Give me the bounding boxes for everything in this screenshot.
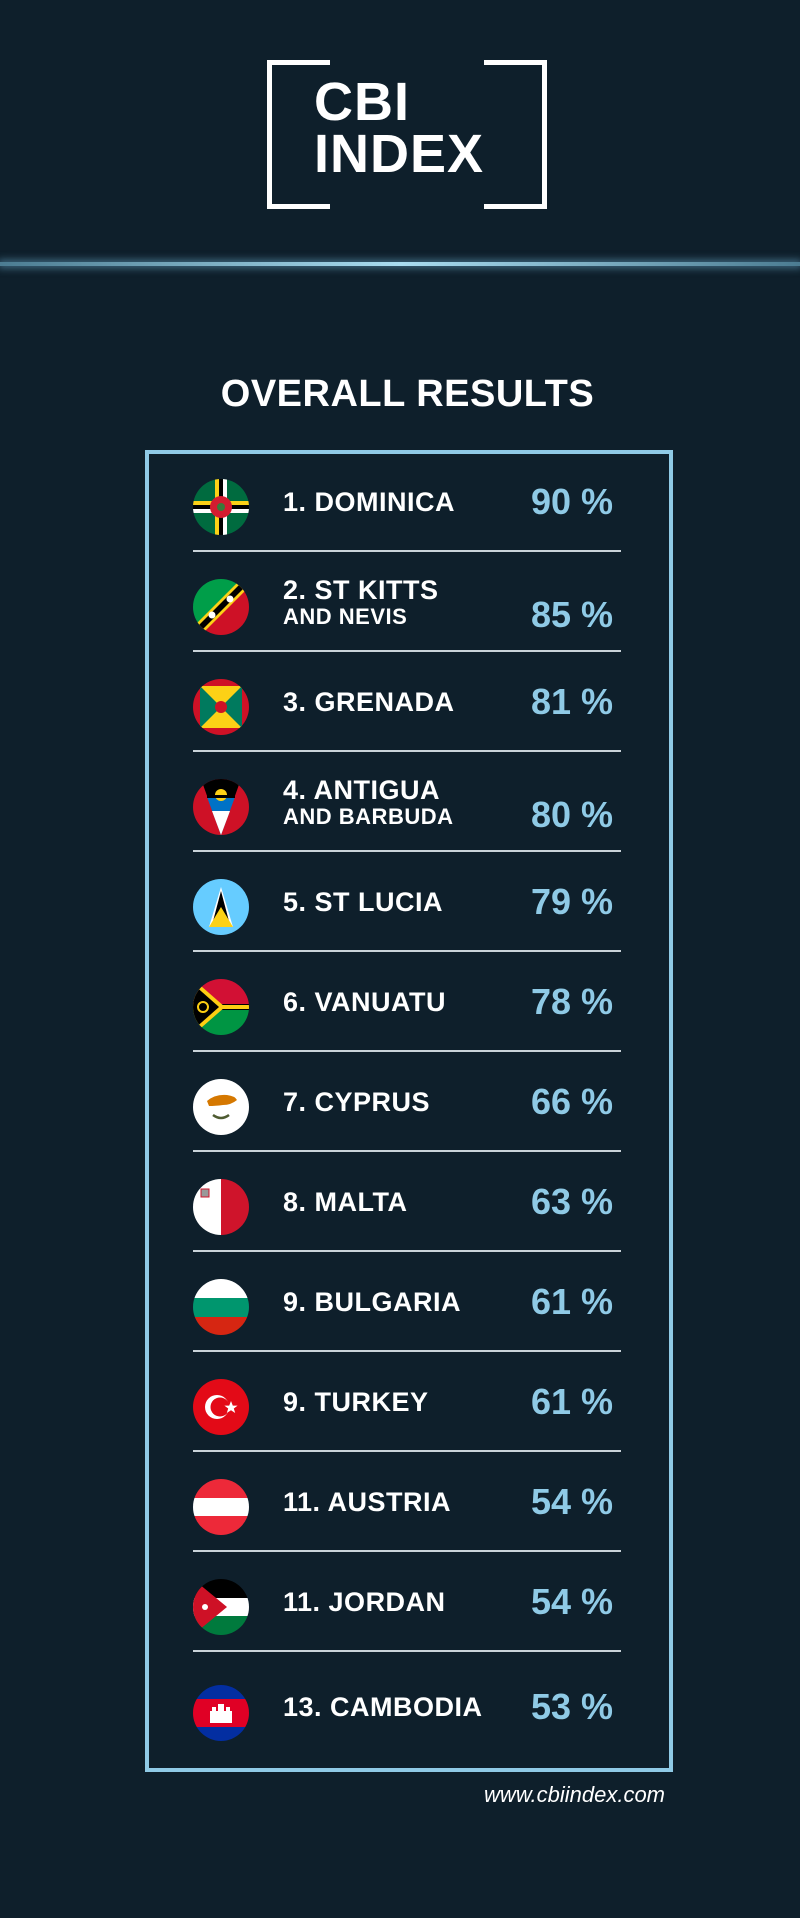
dominica-flag-icon [193, 479, 249, 535]
result-row-vanuatu: 6. VANUATU 78 % [193, 952, 621, 1052]
logo-line-2: INDEX [314, 124, 485, 184]
bulgaria-flag-icon [193, 1279, 249, 1335]
score-percent: 61 % [530, 1281, 613, 1322]
logo-bracket-right [484, 60, 547, 209]
result-row-st-lucia: 5. ST LUCIA 79 % [193, 852, 621, 952]
result-row-bulgaria: 9. BULGARIA 61 % [193, 1252, 621, 1352]
score-percent: 78 % [530, 981, 613, 1022]
country-name-text: 11. JORDAN [283, 1586, 446, 1617]
country-name-text: 7. CYPRUS [283, 1086, 431, 1117]
results-frame [145, 450, 673, 1772]
country-name: 1. DOMINICA [283, 452, 455, 552]
result-row-cyprus: 7. CYPRUS 66 % [193, 1052, 621, 1152]
country-name: 4. ANTIGUA AND BARBUDA [283, 752, 454, 852]
country-name-text: 2. ST KITTS [283, 574, 439, 605]
page-title: OVERALL RESULTS [220, 373, 595, 415]
country-name: 11. AUSTRIA [283, 1452, 451, 1552]
country-name-text: 11. AUSTRIA [283, 1486, 452, 1517]
logo-text: CBI INDEX [314, 72, 485, 184]
score-percent: 80 % [530, 794, 613, 835]
result-row-cambodia: 13. CAMBODIA 53 % [193, 1652, 621, 1762]
country-name-text: 3. GRENADA [283, 686, 455, 717]
antigua-barbuda-flag-icon [193, 779, 249, 835]
cbi-index-logo: CBI INDEX [267, 60, 547, 209]
country-name: 9. BULGARIA [283, 1252, 461, 1352]
malta-flag-icon [193, 1179, 249, 1235]
country-name: 9. TURKEY [283, 1352, 429, 1452]
result-row-st-kitts: 2. ST KITTS AND NEVIS 85 % [193, 552, 621, 652]
logo-bracket-left [267, 60, 330, 209]
st-lucia-flag-icon [193, 879, 249, 935]
country-name-text: 1. DOMINICA [283, 486, 456, 517]
score-percent: 66 % [530, 1081, 613, 1122]
logo-line-1: CBI [314, 72, 410, 132]
score-percent: 54 % [530, 1481, 613, 1522]
country-name: 13. CAMBODIA [283, 1652, 483, 1762]
score-percent: 90 % [530, 481, 613, 522]
result-row-grenada: 3. GRENADA 81 % [193, 652, 621, 752]
country-name-sub: AND BARBUDA [283, 803, 454, 829]
country-name-text: 9. TURKEY [283, 1386, 429, 1417]
header-divider [0, 262, 800, 266]
country-name-text: 8. MALTA [283, 1186, 408, 1217]
country-name: 8. MALTA [283, 1152, 408, 1252]
cambodia-flag-icon [193, 1685, 249, 1741]
jordan-flag-icon [193, 1579, 249, 1635]
result-row-antigua: 4. ANTIGUA AND BARBUDA 80 % [193, 752, 621, 852]
country-name-text: 4. ANTIGUA [283, 774, 441, 805]
country-name: 6. VANUATU [283, 952, 446, 1052]
country-name-text: 9. BULGARIA [283, 1286, 462, 1317]
score-percent: 79 % [530, 881, 613, 922]
result-row-malta: 8. MALTA 63 % [193, 1152, 621, 1252]
turkey-flag-icon [193, 1379, 249, 1435]
country-name-sub: AND NEVIS [283, 603, 408, 629]
score-percent: 63 % [530, 1181, 613, 1222]
result-row-turkey: 9. TURKEY 61 % [193, 1352, 621, 1452]
score-percent: 85 % [530, 594, 613, 635]
country-name: 7. CYPRUS [283, 1052, 430, 1152]
result-row-dominica: 1. DOMINICA 90 % [193, 452, 621, 552]
country-name: 11. JORDAN [283, 1552, 446, 1652]
score-percent: 53 % [530, 1686, 613, 1727]
country-name: 5. ST LUCIA [283, 852, 443, 952]
score-percent: 54 % [530, 1581, 613, 1622]
vanuatu-flag-icon [193, 979, 249, 1035]
country-name-text: 5. ST LUCIA [283, 886, 444, 917]
result-row-austria: 11. AUSTRIA 54 % [193, 1452, 621, 1552]
website-link[interactable]: www.cbiindex.com [484, 1782, 665, 1807]
country-name: 3. GRENADA [283, 652, 455, 752]
country-name: 2. ST KITTS AND NEVIS [283, 552, 439, 652]
score-percent: 81 % [530, 681, 613, 722]
score-percent: 61 % [530, 1381, 613, 1422]
st-kitts-nevis-flag-icon [193, 579, 249, 635]
country-name-text: 13. CAMBODIA [283, 1691, 483, 1722]
result-row-jordan: 11. JORDAN 54 % [193, 1552, 621, 1652]
grenada-flag-icon [193, 679, 249, 735]
cyprus-flag-icon [193, 1079, 249, 1135]
country-name-text: 6. VANUATU [283, 986, 447, 1017]
austria-flag-icon [193, 1479, 249, 1535]
